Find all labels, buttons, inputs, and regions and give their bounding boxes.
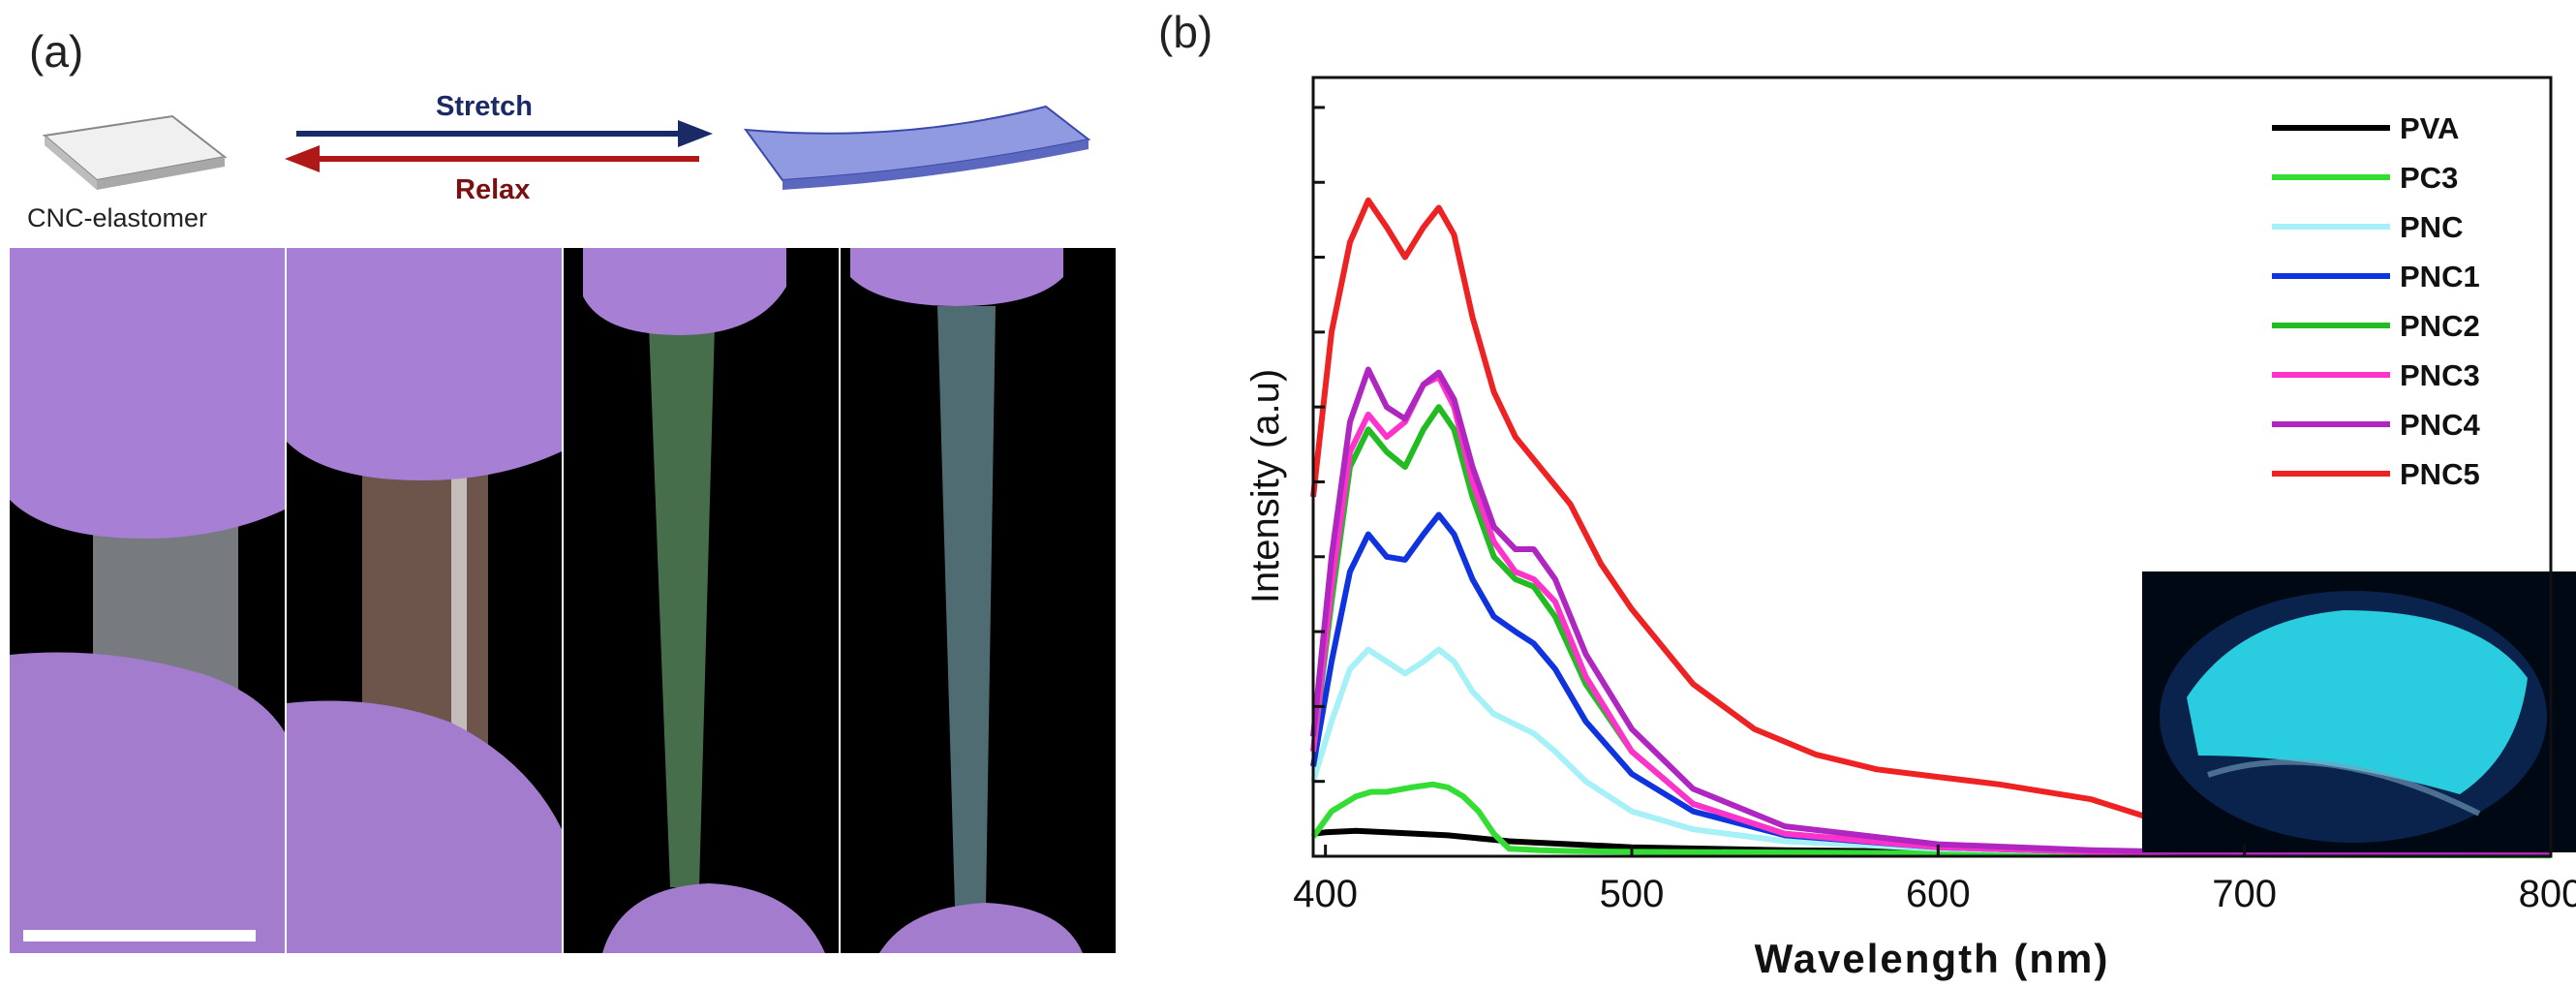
series-line-pc3 bbox=[1310, 781, 2552, 859]
cnc-elastomer-label: CNC-elastomer bbox=[27, 203, 208, 232]
relaxed-film-edge-left bbox=[45, 136, 97, 190]
x-tick-label: 800 bbox=[2519, 873, 2576, 915]
stretch-label: Stretch bbox=[436, 91, 533, 122]
stretched-film-edge bbox=[782, 139, 1089, 190]
y-axis-title: Intensity (a.u) bbox=[1244, 369, 1287, 603]
legend-label-pnc: PNC bbox=[2400, 210, 2463, 244]
series-line-pnc bbox=[1310, 646, 2552, 858]
x-axis-title: Wavelength (nm) bbox=[1755, 936, 2110, 981]
glove-top bbox=[10, 248, 285, 539]
series-line-pnc5 bbox=[1310, 197, 2552, 848]
film-edge-highlight bbox=[451, 471, 467, 761]
glove-bottom bbox=[10, 652, 285, 953]
scale-bar bbox=[23, 930, 256, 942]
photo-slight-stretch bbox=[287, 248, 562, 953]
photo-max-stretch bbox=[841, 248, 1116, 953]
legend: PVA PC3 PNC PNC1 PNC2 PNC3 PNC4 PNC5 bbox=[2272, 111, 2480, 491]
relaxed-film-edge-front bbox=[97, 157, 225, 190]
stretch-schematic bbox=[42, 105, 1091, 190]
glove-bottom bbox=[879, 903, 1083, 953]
legend-label-pnc2: PNC2 bbox=[2400, 309, 2480, 343]
glove-top bbox=[287, 248, 562, 480]
relax-label: Relax bbox=[455, 174, 531, 205]
legend-label-pc3: PC3 bbox=[2400, 161, 2458, 195]
plot-frame bbox=[1311, 76, 2553, 858]
legend-label-pnc1: PNC1 bbox=[2400, 260, 2480, 293]
relax-arrowhead bbox=[285, 145, 320, 172]
legend-label-pnc3: PNC3 bbox=[2400, 358, 2480, 392]
photo-stretched bbox=[564, 248, 839, 953]
uv-inset-photo bbox=[2142, 571, 2576, 852]
stretch-arrowhead bbox=[678, 120, 713, 147]
x-tick-label: 600 bbox=[1906, 873, 1971, 915]
series-line-pnc3 bbox=[1310, 374, 2552, 858]
legend-label-pnc5: PNC5 bbox=[2400, 457, 2480, 491]
x-tick-label: 400 bbox=[1293, 873, 1358, 915]
glove-bottom bbox=[287, 700, 562, 953]
glove-top bbox=[850, 248, 1063, 306]
x-tick-label: 700 bbox=[2212, 873, 2277, 915]
series-line-pnc4 bbox=[1310, 366, 2552, 858]
x-tick-label: 500 bbox=[1600, 873, 1665, 915]
legend-label-pnc4: PNC4 bbox=[2400, 408, 2480, 442]
film-strip bbox=[649, 325, 715, 887]
glove-top bbox=[583, 248, 786, 335]
panel-a-label: (a) bbox=[29, 26, 84, 77]
legend-label-pva: PVA bbox=[2400, 111, 2459, 145]
photo-relaxed bbox=[10, 248, 285, 953]
film-strip bbox=[937, 306, 996, 907]
panel-b-label: (b) bbox=[1158, 7, 1213, 57]
glove-bottom bbox=[602, 883, 825, 953]
